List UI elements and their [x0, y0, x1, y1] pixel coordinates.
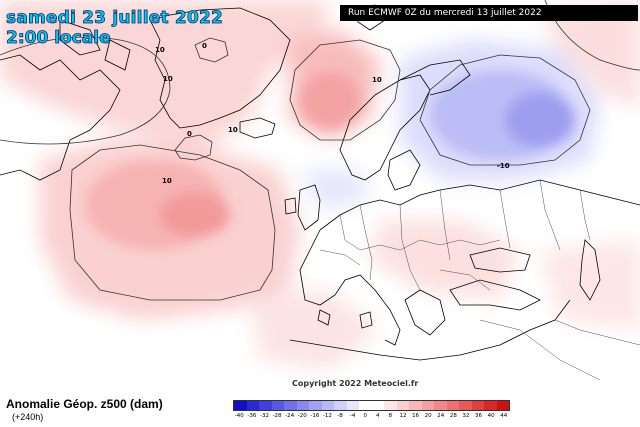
legend-swatch: [246, 401, 259, 410]
legend-swatch: [284, 401, 297, 410]
legend-swatch: [346, 401, 359, 410]
legend-tick-label: -20: [297, 413, 307, 419]
legend-tick-label: -32: [259, 413, 269, 419]
contour-labels: 0 10 10 0 10 10 10 -10: [155, 42, 510, 185]
legend-swatch: [271, 401, 284, 410]
legend-swatch: [434, 401, 447, 410]
legend-swatch: [484, 401, 497, 410]
legend-tick-label: 44: [500, 413, 508, 419]
legend-swatch: [421, 401, 434, 410]
lead-time: (+240h): [12, 412, 44, 422]
legend-tick-label: 0: [363, 413, 367, 419]
contour-label: 10: [162, 177, 172, 185]
variable-title: Anomalie Géop. z500 (dam): [6, 397, 163, 411]
contour-label: -10: [497, 162, 510, 170]
anomaly-shading: [0, 0, 640, 370]
contour-label: 10: [163, 75, 173, 83]
legend-tick-label: 36: [475, 413, 483, 419]
legend-swatch: [259, 401, 272, 410]
legend-swatch: [296, 401, 309, 410]
legend-swatch: [321, 401, 334, 410]
forecast-time: 2:00 locale: [6, 28, 111, 49]
contour-label: 10: [228, 126, 238, 134]
borders: [319, 179, 640, 381]
legend-swatch: [496, 401, 509, 410]
color-legend: [233, 400, 510, 411]
legend-tick-label: 8: [388, 413, 393, 419]
contour-label: 10: [372, 76, 382, 84]
legend-tick-label: -40: [234, 413, 244, 419]
legend-swatch: [409, 401, 422, 410]
legend-tick-label: -28: [272, 413, 282, 419]
legend-swatch: [359, 401, 372, 410]
legend-swatch: [471, 401, 484, 410]
legend-swatch: [334, 401, 347, 410]
legend-tick-label: 16: [412, 413, 420, 419]
legend-tick-label: -8: [337, 413, 343, 419]
legend-tick-label: 24: [437, 413, 445, 419]
legend-swatch: [371, 401, 384, 410]
legend-swatch: [459, 401, 472, 410]
legend-tick-label: 12: [399, 413, 407, 419]
legend-swatch: [396, 401, 409, 410]
legend-tick-label: 4: [376, 413, 380, 419]
legend-swatch: [234, 401, 247, 410]
legend-tick-label: -36: [247, 413, 257, 419]
legend-swatch: [384, 401, 397, 410]
legend-tick-label: -16: [310, 413, 320, 419]
contour-label: 0: [202, 42, 207, 50]
legend-tick-label: 40: [487, 413, 495, 419]
weather-map: 0 10 10 0 10 10 10 -10: [0, 0, 640, 381]
contour-label: 0: [187, 130, 192, 138]
contour-label: 10: [155, 46, 165, 54]
copyright: Copyright 2022 Meteociel.fr: [292, 379, 419, 388]
legend-tick-label: 20: [424, 413, 432, 419]
legend-tick-label: -4: [349, 413, 356, 419]
forecast-date: samedi 23 juillet 2022: [6, 8, 224, 29]
run-info: Run ECMWF 0Z du mercredi 13 juillet 2022: [340, 5, 638, 21]
legend-swatch: [446, 401, 459, 410]
legend-tick-label: 28: [449, 413, 457, 419]
legend-tick-label: -12: [322, 413, 332, 419]
legend-tick-label: -24: [285, 413, 295, 419]
legend-tick-label: 32: [462, 413, 470, 419]
legend-swatch: [309, 401, 322, 410]
legend-ticks: -40 -36 -32 -28 -24 -20 -16 -12 -8 -4 0 4 8 12 16 20 24 2…: [233, 413, 510, 423]
